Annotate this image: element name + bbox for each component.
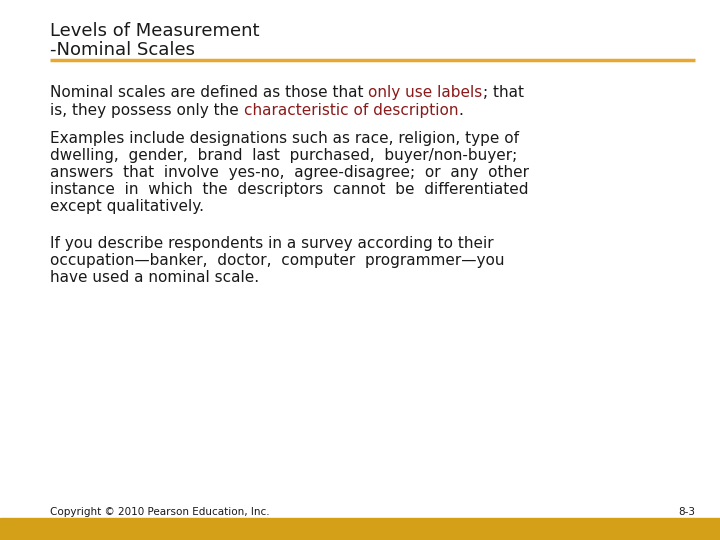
Text: is, they possess only the: is, they possess only the xyxy=(50,103,243,118)
Text: occupation—banker,  doctor,  computer  programmer—you: occupation—banker, doctor, computer prog… xyxy=(50,253,505,268)
Text: .: . xyxy=(458,103,463,118)
Text: Nominal scales are defined as those that: Nominal scales are defined as those that xyxy=(50,85,369,100)
Text: characteristic of description: characteristic of description xyxy=(243,103,458,118)
Text: 8-3: 8-3 xyxy=(678,507,695,517)
Text: instance  in  which  the  descriptors  cannot  be  differentiated: instance in which the descriptors cannot… xyxy=(50,182,528,197)
Text: dwelling,  gender,  brand  last  purchased,  buyer/non-buyer;: dwelling, gender, brand last purchased, … xyxy=(50,148,517,163)
Text: Copyright © 2010 Pearson Education, Inc.: Copyright © 2010 Pearson Education, Inc. xyxy=(50,507,269,517)
Text: Levels of Measurement: Levels of Measurement xyxy=(50,22,259,40)
Text: -Nominal Scales: -Nominal Scales xyxy=(50,41,195,59)
Text: answers  that  involve  yes-no,  agree-disagree;  or  any  other: answers that involve yes-no, agree-disag… xyxy=(50,165,529,180)
Text: only use labels: only use labels xyxy=(369,85,482,100)
Text: have used a nominal scale.: have used a nominal scale. xyxy=(50,270,259,285)
Bar xyxy=(0,518,720,540)
Text: If you describe respondents in a survey according to their: If you describe respondents in a survey … xyxy=(50,236,494,251)
Text: Examples include designations such as race, religion, type of: Examples include designations such as ra… xyxy=(50,131,519,146)
Text: except qualitatively.: except qualitatively. xyxy=(50,199,204,214)
Text: ; that: ; that xyxy=(482,85,523,100)
